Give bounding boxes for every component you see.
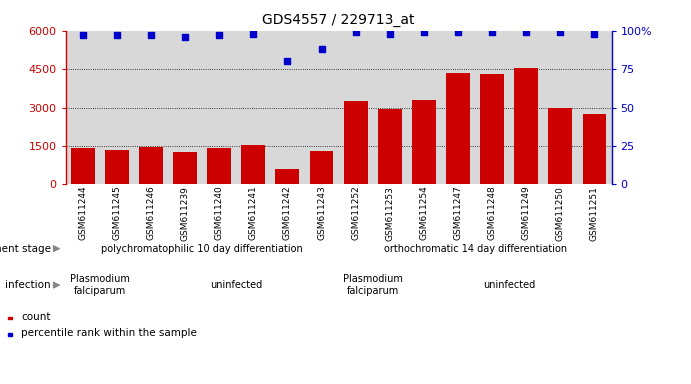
Point bbox=[589, 31, 600, 37]
Point bbox=[282, 58, 293, 65]
Bar bbox=[207, 149, 231, 184]
Bar bbox=[514, 68, 538, 184]
Bar bbox=[8, 317, 12, 319]
Point bbox=[214, 32, 225, 38]
Point bbox=[486, 29, 498, 35]
Bar bbox=[549, 108, 572, 184]
Text: count: count bbox=[21, 312, 50, 322]
Bar bbox=[8, 333, 12, 336]
Point bbox=[180, 34, 191, 40]
Bar bbox=[480, 74, 504, 184]
Point bbox=[316, 46, 327, 52]
Point bbox=[350, 29, 361, 35]
Point bbox=[418, 29, 429, 35]
Point bbox=[111, 32, 122, 38]
Text: uninfected: uninfected bbox=[483, 280, 536, 290]
Text: uninfected: uninfected bbox=[210, 280, 263, 290]
Point bbox=[555, 29, 566, 35]
Bar bbox=[412, 100, 436, 184]
Bar bbox=[446, 73, 470, 184]
Point bbox=[77, 32, 88, 38]
Bar bbox=[583, 114, 607, 184]
Text: Plasmodium
falciparum: Plasmodium falciparum bbox=[343, 274, 403, 296]
Bar bbox=[378, 109, 401, 184]
Bar bbox=[276, 169, 299, 184]
Point bbox=[145, 32, 156, 38]
Bar bbox=[105, 150, 129, 184]
Text: infection: infection bbox=[6, 280, 51, 290]
Text: percentile rank within the sample: percentile rank within the sample bbox=[21, 328, 197, 338]
Title: GDS4557 / 229713_at: GDS4557 / 229713_at bbox=[263, 13, 415, 27]
Text: Plasmodium
falciparum: Plasmodium falciparum bbox=[70, 274, 130, 296]
Bar bbox=[70, 148, 95, 184]
Point bbox=[521, 29, 532, 35]
Bar bbox=[173, 152, 197, 184]
Bar bbox=[310, 151, 334, 184]
Bar bbox=[241, 145, 265, 184]
Text: development stage: development stage bbox=[0, 243, 51, 254]
Text: polychromatophilic 10 day differentiation: polychromatophilic 10 day differentiatio… bbox=[102, 243, 303, 254]
Point bbox=[453, 29, 464, 35]
Point bbox=[248, 31, 259, 37]
Bar bbox=[139, 147, 163, 184]
Text: orthochromatic 14 day differentiation: orthochromatic 14 day differentiation bbox=[384, 243, 567, 254]
Point bbox=[384, 31, 395, 37]
Bar bbox=[343, 101, 368, 184]
